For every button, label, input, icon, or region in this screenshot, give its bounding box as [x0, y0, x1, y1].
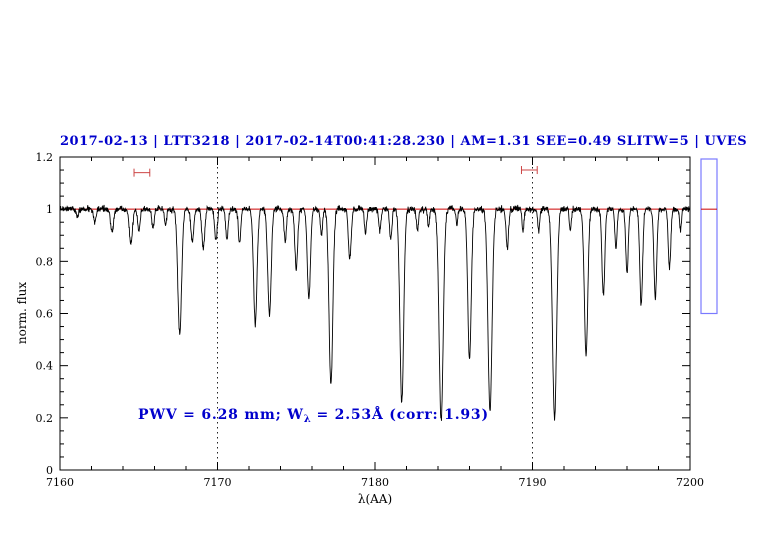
- svg-text:7160: 7160: [46, 476, 74, 489]
- svg-text:1.2: 1.2: [36, 151, 54, 164]
- svg-text:7200: 7200: [676, 476, 704, 489]
- pwv-annotation-prefix: PWV = 6.28 mm; W: [138, 407, 304, 423]
- pwv-annotation-subscript: λ: [303, 414, 311, 425]
- y-axis-label: norm. flux: [15, 281, 29, 345]
- plot-title: 2017-02-13 | LTT3218 | 2017-02-14T00:41:…: [60, 134, 748, 149]
- svg-text:0.6: 0.6: [36, 308, 54, 321]
- svg-text:0.4: 0.4: [36, 360, 54, 373]
- svg-text:7180: 7180: [361, 476, 389, 489]
- svg-text:0.2: 0.2: [36, 412, 54, 425]
- svg-text:0: 0: [46, 464, 53, 477]
- svg-text:7190: 7190: [519, 476, 547, 489]
- pwv-annotation: PWV = 6.28 mm; Wλ = 2.53Å (corr: 1.93): [138, 407, 489, 425]
- svg-text:7170: 7170: [204, 476, 232, 489]
- x-axis-label: λ(AA): [357, 492, 393, 506]
- svg-text:1: 1: [46, 203, 53, 216]
- pwv-annotation-suffix: = 2.53Å (corr: 1.93): [310, 407, 489, 423]
- svg-text:0.8: 0.8: [36, 255, 54, 268]
